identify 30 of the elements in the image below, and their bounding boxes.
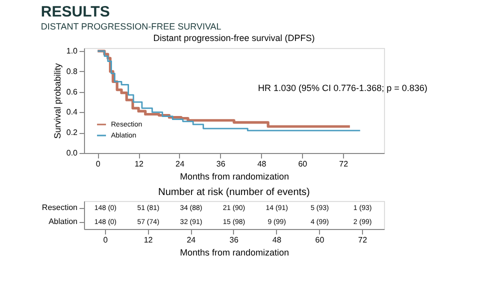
- x-axis-title: Months from randomization: [180, 248, 290, 258]
- x-tick-label: 60: [298, 160, 308, 168]
- y-tick-label: 0.6: [66, 87, 78, 96]
- y-tick-label: 0.0: [66, 148, 78, 158]
- x-tick-label: 0: [96, 160, 101, 168]
- x-tick-label: 60: [315, 236, 325, 244]
- chart-title: Distant progression-free survival (DPFS): [153, 33, 315, 44]
- x-tick-label: 48: [272, 236, 282, 244]
- x-tick-label: 0: [103, 236, 108, 244]
- text: DISTANT PROGRESSION-FREE SURVIVAL: [40, 22, 222, 32]
- y-tick-label: 0.8: [66, 66, 78, 76]
- annotation: HR 1.030 (95% CI 0.776-1.368; p = 0.836): [258, 83, 428, 93]
- y-axis-title: Survival probability: [52, 62, 62, 139]
- x-tick-label: 12: [144, 236, 154, 244]
- x-axis-title: Months from randomization: [180, 172, 290, 182]
- x-tick-label: 24: [186, 236, 196, 244]
- x-tick-label: 72: [339, 160, 349, 168]
- y-tick-label: 1.0: [66, 46, 78, 56]
- y-tick-label: Ablation: [48, 217, 78, 226]
- x-tick-label: 24: [176, 160, 185, 168]
- y-tick-label: 0.4: [66, 108, 78, 117]
- x-tick-label: 72: [358, 236, 368, 244]
- y-tick-label: 0.2: [66, 128, 78, 138]
- text: RESULTS: [40, 4, 110, 21]
- x-tick-label: 48: [257, 160, 267, 168]
- chart-title: Number at risk (number of events): [158, 187, 310, 198]
- x-tick-label: 12: [134, 160, 144, 168]
- x-tick-label: 36: [216, 160, 226, 168]
- y-tick-label: Resection: [42, 203, 78, 212]
- x-tick-label: 36: [230, 236, 239, 244]
